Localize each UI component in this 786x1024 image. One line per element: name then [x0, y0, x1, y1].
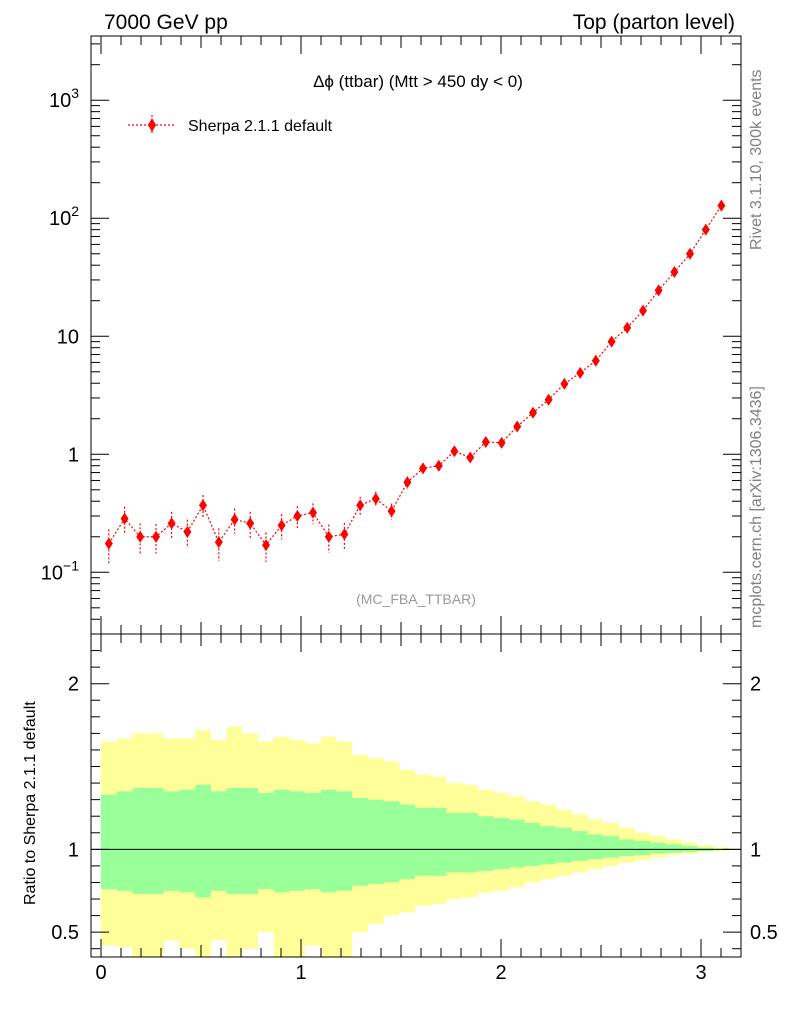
ratio-x-tick-label: 2: [495, 962, 506, 984]
data-point: [356, 499, 365, 512]
main-y-tick-label: 10−1: [41, 557, 79, 584]
data-point: [403, 476, 412, 489]
data-point: [309, 506, 317, 519]
data-point: [654, 284, 663, 297]
main-y-tick-label: 10: [57, 326, 79, 348]
data-point: [419, 462, 427, 475]
side-label-mcplots: mcplots.cern.ch [arXiv:1306.3436]: [748, 386, 765, 628]
data-point: [230, 513, 239, 526]
ratio-y-tick-label: 2: [68, 674, 79, 696]
plot-title: Δϕ (ttbar) (Mtt > 450 dy < 0): [313, 72, 523, 91]
data-point: [434, 459, 443, 472]
ratio-y-tick-label: 0.5: [51, 922, 79, 944]
data-point: [544, 393, 553, 406]
ratio-x-tick-label: 3: [695, 962, 706, 984]
data-point: [199, 499, 207, 512]
side-label-rivet: Rivet 3.1.10, 300k events: [748, 69, 765, 250]
main-y-tick-label: 102: [49, 203, 79, 230]
data-point: [104, 537, 113, 550]
header-right: Top (parton level): [573, 11, 735, 34]
mc-series-points: [104, 199, 726, 564]
main-y-tick-labels: 10−1 1 10 102 103: [41, 85, 79, 584]
data-point: [591, 354, 600, 367]
data-point: [387, 505, 396, 518]
data-point: [277, 519, 286, 532]
legend-marker: [148, 118, 156, 132]
data-point: [513, 420, 522, 433]
ratio-axis-ticks: [91, 634, 742, 957]
ratio-y-tick-label-right: 2: [750, 674, 761, 696]
data-point: [262, 539, 270, 552]
ratio-x-tick-label: 0: [95, 962, 106, 984]
data-point: [529, 406, 537, 419]
data-point: [450, 445, 459, 458]
main-axis-ticks: [91, 36, 742, 635]
legend-label: Sherpa 2.1.1 default: [188, 118, 333, 135]
main-y-tick-label: 1: [68, 444, 79, 466]
data-point: [136, 530, 145, 543]
data-point: [717, 199, 726, 212]
data-point: [183, 525, 192, 538]
data-point: [607, 335, 616, 348]
ratio-bands: [101, 726, 729, 957]
series-line: [108, 205, 722, 547]
ratio-x-tick-labels: 0 1 2 3: [95, 962, 706, 984]
data-point: [701, 223, 710, 236]
main-panel: 10−1 1 10 102 103 Δϕ (ttbar) (Mtt > 450 dy <…: [41, 35, 742, 635]
data-point: [670, 266, 679, 279]
ratio-panel: 0.5 0.5 1 1 2 2 0 1 2 3 Ratio to Sherpa 2.1.1 de…: [22, 633, 778, 984]
main-y-tick-label: 103: [49, 85, 79, 112]
legend: Sherpa 2.1.1 default: [128, 115, 333, 135]
ratio-inner-band: [101, 784, 729, 898]
ratio-y-tick-labels: 0.5 0.5 1 1 2 2: [51, 674, 778, 944]
ratio-y-tick-label-right: 0.5: [750, 922, 778, 944]
ratio-frame: [90, 633, 742, 958]
ratio-y-tick-label: 1: [68, 839, 79, 861]
data-point: [639, 304, 647, 317]
data-point: [324, 530, 333, 543]
ratio-x-tick-label: 1: [295, 962, 306, 984]
data-point: [214, 536, 223, 549]
data-point: [167, 517, 176, 530]
data-point: [371, 492, 380, 505]
header-left: 7000 GeV pp: [104, 11, 228, 34]
data-point: [623, 321, 632, 334]
data-point: [293, 509, 302, 522]
data-point: [497, 436, 506, 449]
data-point: [466, 451, 475, 464]
data-point: [120, 512, 129, 525]
data-point: [481, 436, 490, 449]
data-point: [560, 377, 569, 390]
data-point: [340, 528, 349, 541]
data-point: [246, 517, 255, 530]
data-point: [576, 366, 585, 379]
analysis-watermark: (MC_FBA_TTBAR): [356, 591, 476, 607]
data-point: [686, 247, 694, 260]
ratio-ylabel: Ratio to Sherpa 2.1.1 default: [22, 701, 39, 905]
ratio-y-tick-label-right: 1: [750, 839, 761, 861]
data-point: [152, 530, 160, 543]
